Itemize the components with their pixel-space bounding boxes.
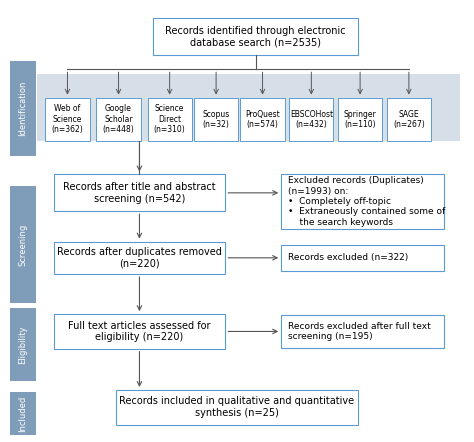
Text: Full text articles assessed for
eligibility (n=220): Full text articles assessed for eligibil…	[68, 320, 211, 342]
FancyBboxPatch shape	[54, 175, 226, 211]
Bar	[10, 61, 36, 156]
Text: Screening: Screening	[18, 224, 27, 266]
FancyBboxPatch shape	[97, 98, 141, 141]
FancyBboxPatch shape	[54, 242, 226, 274]
FancyBboxPatch shape	[281, 315, 444, 348]
Text: Records included in qualitative and quantitative
synthesis (n=25): Records included in qualitative and quan…	[119, 396, 355, 418]
FancyBboxPatch shape	[147, 98, 191, 141]
FancyBboxPatch shape	[338, 98, 382, 141]
Text: Included: Included	[18, 396, 27, 432]
FancyBboxPatch shape	[194, 98, 238, 141]
Text: Records after title and abstract
screening (n=542): Records after title and abstract screeni…	[63, 182, 216, 204]
Text: ProQuest
(n=574): ProQuest (n=574)	[245, 110, 280, 129]
Text: Eligibility: Eligibility	[18, 325, 27, 364]
Bar	[10, 392, 36, 435]
FancyBboxPatch shape	[289, 98, 333, 141]
Text: Springer
(n=110): Springer (n=110)	[344, 110, 376, 129]
FancyBboxPatch shape	[154, 19, 358, 55]
Text: Scopus
(n=32): Scopus (n=32)	[202, 110, 230, 129]
Bar	[37, 74, 460, 141]
FancyBboxPatch shape	[46, 98, 90, 141]
Text: Excluded records (Duplicates)
(n=1993) on:
•  Completely off-topic
•  Extraneous: Excluded records (Duplicates) (n=1993) o…	[288, 176, 446, 227]
Text: Web of
Science
(n=362): Web of Science (n=362)	[52, 104, 83, 134]
Text: Google
Scholar
(n=448): Google Scholar (n=448)	[103, 104, 135, 134]
FancyBboxPatch shape	[54, 314, 226, 349]
Text: EBSCOHost
(n=432): EBSCOHost (n=432)	[290, 110, 333, 129]
Text: SAGE
(n=267): SAGE (n=267)	[393, 110, 425, 129]
Bar	[10, 187, 36, 303]
Text: Identification: Identification	[18, 81, 27, 136]
FancyBboxPatch shape	[240, 98, 284, 141]
FancyBboxPatch shape	[387, 98, 431, 141]
Text: Science
Direct
(n=310): Science Direct (n=310)	[154, 104, 185, 134]
Bar	[10, 308, 36, 381]
FancyBboxPatch shape	[281, 175, 444, 229]
Text: Records identified through electronic
database search (n=2535): Records identified through electronic da…	[165, 26, 346, 48]
Text: Records after duplicates removed
(n=220): Records after duplicates removed (n=220)	[57, 247, 222, 269]
Text: Records excluded (n=322): Records excluded (n=322)	[288, 253, 408, 262]
FancyBboxPatch shape	[116, 390, 358, 425]
FancyBboxPatch shape	[281, 245, 444, 271]
Text: Records excluded after full text
screening (n=195): Records excluded after full text screeni…	[288, 322, 431, 341]
